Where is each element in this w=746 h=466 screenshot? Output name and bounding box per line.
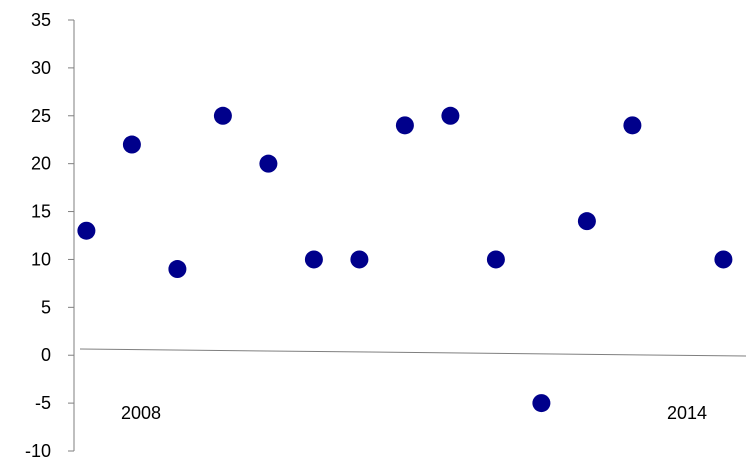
y-axis: 35 30 25 20 15 10 5 0 -5 -10 <box>25 10 75 461</box>
data-point <box>259 154 278 173</box>
x-tick-label: 2014 <box>667 403 707 423</box>
y-tick-label: 25 <box>31 106 51 126</box>
x-tick-label: 2008 <box>121 403 161 423</box>
y-tick-label: 35 <box>31 10 51 30</box>
y-tick-label: 20 <box>31 154 51 174</box>
y-tick-label: 5 <box>41 297 51 317</box>
x-axis: 2008 2014 <box>79 348 746 423</box>
data-point <box>350 250 369 269</box>
data-point <box>623 116 642 135</box>
data-point <box>77 221 96 240</box>
data-point <box>122 135 141 154</box>
data-point <box>168 260 187 279</box>
y-tick-label: -5 <box>35 393 51 413</box>
y-tick-label: 10 <box>31 249 51 269</box>
data-point <box>441 106 460 125</box>
data-point <box>486 250 505 269</box>
y-tick-label: 30 <box>31 58 51 78</box>
x-axis-line <box>79 348 746 357</box>
data-points <box>77 106 733 413</box>
y-tick-label: 0 <box>41 345 51 365</box>
y-tick-label: 15 <box>31 202 51 222</box>
data-point <box>213 106 232 125</box>
data-point <box>395 116 414 135</box>
data-point <box>532 394 551 413</box>
data-point <box>714 250 733 269</box>
data-point <box>577 212 596 231</box>
y-tick-label: -10 <box>25 441 51 461</box>
data-point <box>304 250 323 269</box>
